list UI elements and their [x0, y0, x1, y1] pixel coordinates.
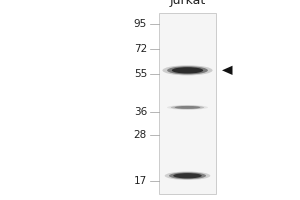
Ellipse shape	[171, 105, 204, 109]
Ellipse shape	[167, 66, 208, 74]
Ellipse shape	[165, 172, 210, 180]
Bar	[159, 13, 216, 194]
Ellipse shape	[175, 106, 200, 109]
Text: 17: 17	[134, 176, 147, 186]
Ellipse shape	[172, 67, 203, 74]
Ellipse shape	[169, 172, 206, 179]
Ellipse shape	[167, 105, 208, 110]
Polygon shape	[222, 66, 232, 75]
Text: 28: 28	[134, 130, 147, 140]
Text: 36: 36	[134, 107, 147, 117]
Text: Jurkat: Jurkat	[169, 0, 206, 7]
Ellipse shape	[162, 65, 213, 75]
Ellipse shape	[173, 173, 202, 178]
Text: 55: 55	[134, 69, 147, 79]
Text: 95: 95	[134, 19, 147, 29]
Text: 72: 72	[134, 44, 147, 54]
